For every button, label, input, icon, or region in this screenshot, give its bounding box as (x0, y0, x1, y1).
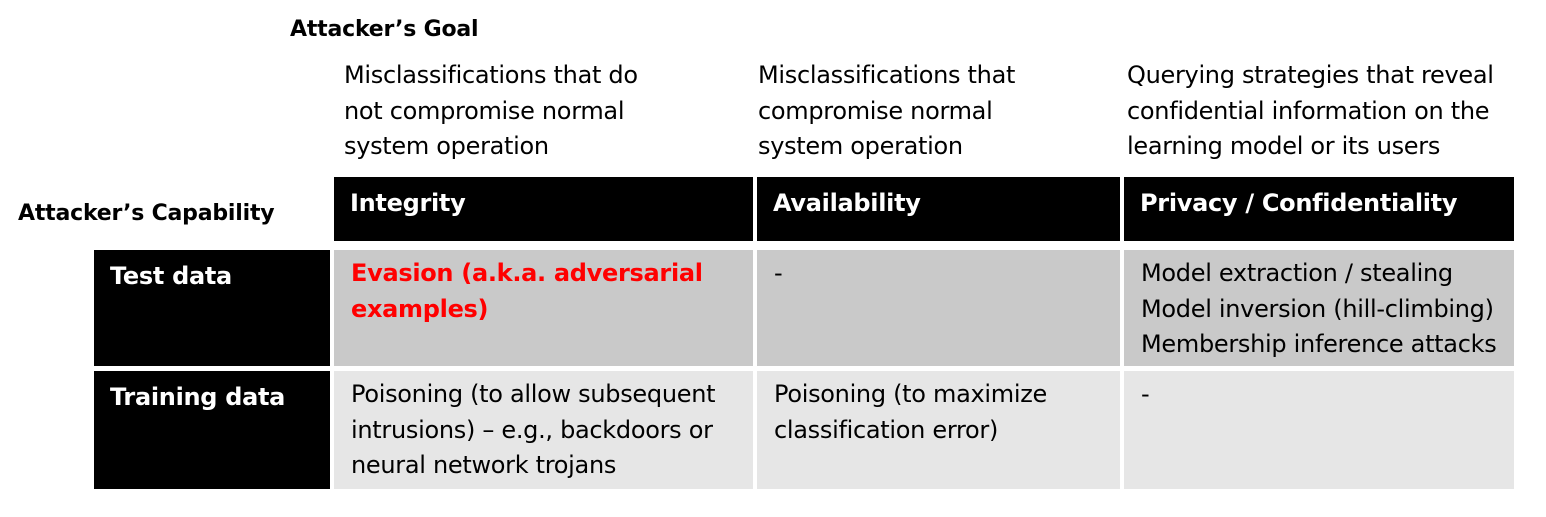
description-line: Misclassifications that (758, 61, 1016, 89)
description-line: system operation (344, 132, 549, 160)
cell-line: Model inversion (hill-climbing) (1141, 294, 1494, 323)
description-line: learning model or its users (1127, 132, 1441, 160)
goal-description-integrity: Misclassifications that do not compromis… (344, 58, 638, 165)
cell-test-integrity: Evasion (a.k.a. adversarial examples) (334, 250, 753, 366)
column-header-availability: Availability (757, 177, 1120, 241)
goal-description-availability: Misclassifications that compromise norma… (758, 58, 1015, 165)
description-line: compromise normal (758, 96, 993, 125)
description-line: system operation (758, 132, 963, 160)
cell-training-privacy: - (1124, 371, 1514, 489)
cell-line: Evasion (a.k.a. adversarial (351, 259, 703, 287)
cell-line: classification error) (774, 415, 999, 444)
row-header-test-data: Test data (94, 250, 330, 366)
goal-description-privacy: Querying strategies that reveal confiden… (1127, 58, 1494, 165)
cell-line: Membership inference attacks (1141, 330, 1497, 358)
cell-line: intrusions) – e.g., backdoors or (351, 415, 713, 444)
column-header-privacy: Privacy / Confidentiality (1124, 177, 1514, 241)
description-line: confidential information on the (1127, 96, 1490, 125)
cell-line: - (774, 259, 783, 287)
cell-line: - (1141, 380, 1150, 408)
attackers-goal-title: Attacker’s Goal (290, 17, 479, 42)
cell-training-availability: Poisoning (to maximize classification er… (757, 371, 1120, 489)
cell-line: neural network trojans (351, 451, 617, 479)
column-header-integrity: Integrity (334, 177, 753, 241)
cell-line: Poisoning (to maximize (774, 380, 1047, 408)
row-header-training-data: Training data (94, 371, 330, 489)
cell-test-availability: - (757, 250, 1120, 366)
description-line: Querying strategies that reveal (1127, 61, 1494, 89)
cell-line: Model extraction / stealing (1141, 259, 1453, 287)
attackers-capability-title: Attacker’s Capability (18, 201, 275, 226)
cell-training-integrity: Poisoning (to allow subsequent intrusion… (334, 371, 753, 489)
cell-test-privacy: Model extraction / stealing Model invers… (1124, 250, 1514, 366)
cell-line: Poisoning (to allow subsequent (351, 380, 716, 408)
description-line: Misclassifications that do (344, 61, 638, 89)
cell-line: examples) (351, 294, 489, 323)
description-line: not compromise normal (344, 96, 625, 125)
